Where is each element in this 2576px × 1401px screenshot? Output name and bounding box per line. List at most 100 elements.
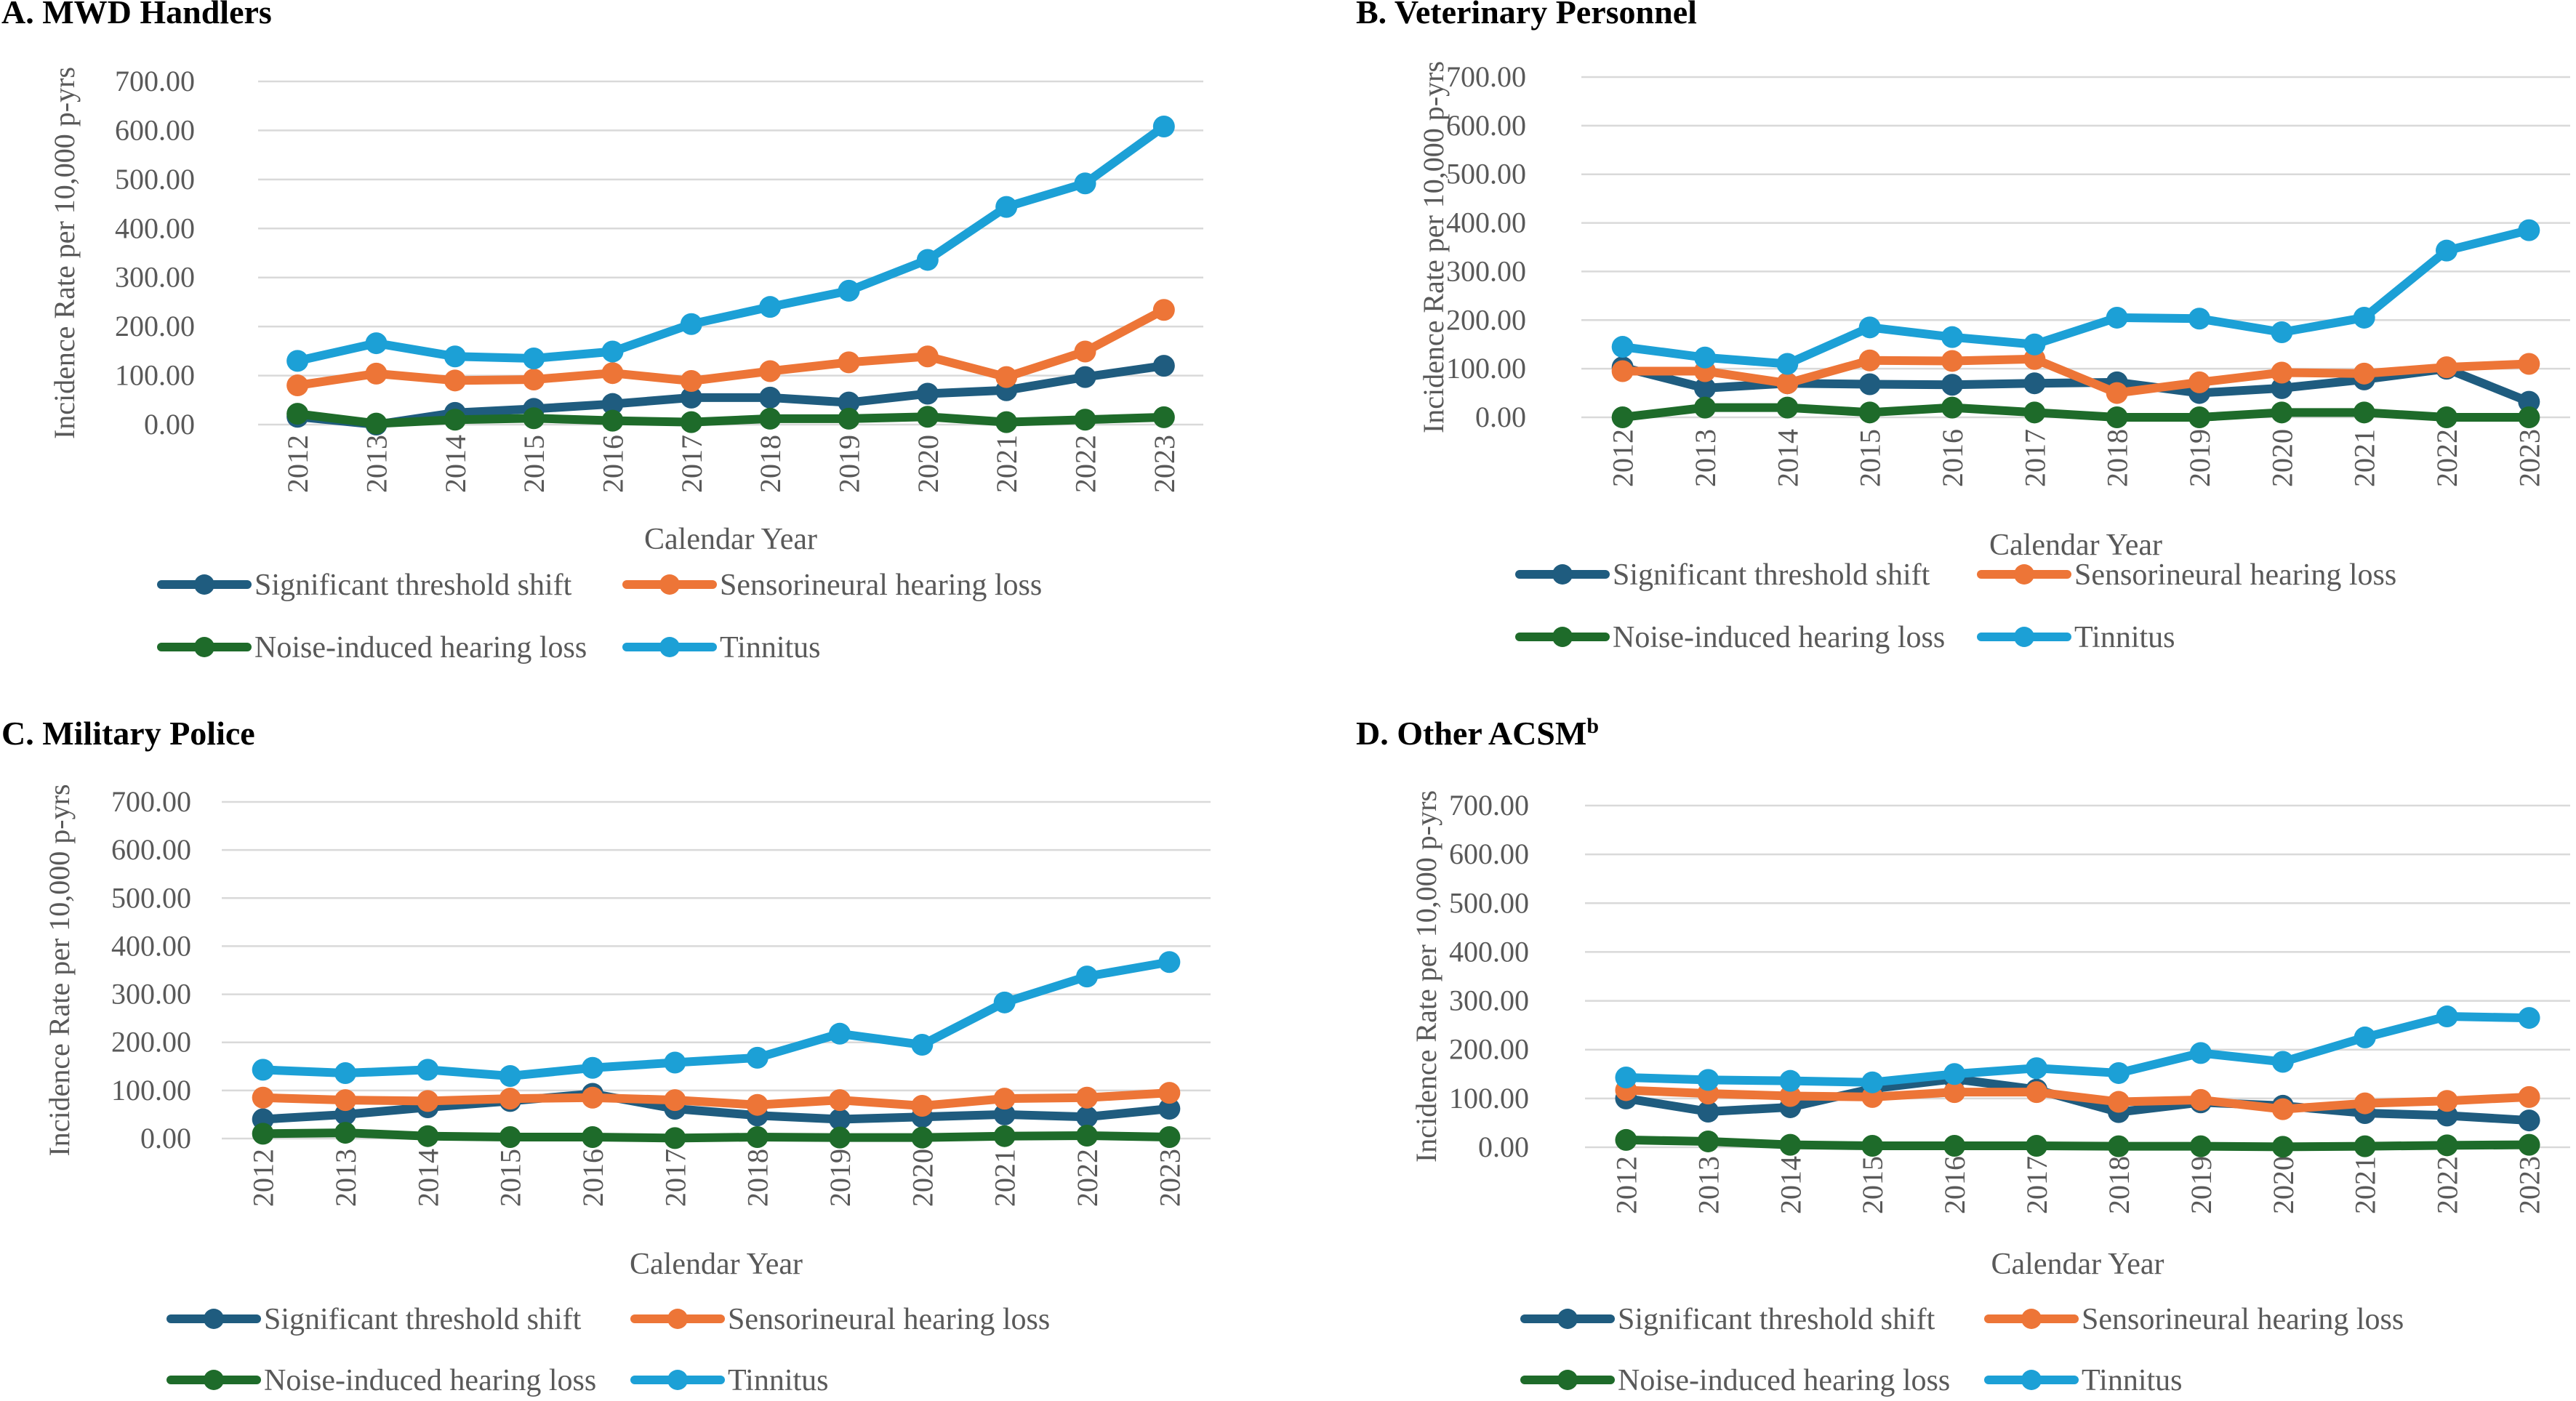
data-point — [601, 393, 624, 415]
legend-swatch-marker — [1552, 564, 1573, 585]
series-tinnitus — [286, 116, 1175, 372]
data-point — [2436, 406, 2457, 428]
data-point — [1158, 1097, 1181, 1120]
legend-label: Tinnitus — [2082, 1364, 2183, 1397]
data-point — [601, 409, 624, 432]
legend-item-sensorineural-hearing-loss: Sensorineural hearing loss — [1984, 1303, 2404, 1336]
data-point — [444, 409, 466, 431]
y-tick-label: 500.00 — [111, 881, 191, 914]
data-point — [995, 196, 1018, 218]
data-point — [2353, 362, 2375, 385]
legend-swatch-marker — [1557, 1309, 1578, 1329]
x-tick-label: 2018 — [742, 1149, 774, 1207]
data-point — [2436, 356, 2457, 379]
data-point — [759, 360, 782, 382]
data-point — [1941, 396, 1963, 419]
x-tick-label: 2018 — [2103, 1156, 2135, 1214]
data-point — [523, 347, 545, 369]
data-point — [1776, 396, 1799, 419]
legend-label: Significant threshold shift — [1613, 558, 1930, 592]
series-noise-induced-hearing-loss — [1615, 1128, 2540, 1158]
y-tick-label: 200.00 — [1449, 1033, 1529, 1066]
legend-item-sensorineural-hearing-loss: Sensorineural hearing loss — [622, 569, 1042, 602]
y-tick-label: 100.00 — [115, 359, 195, 392]
legend: Significant threshold shift Sensorineural… — [166, 1303, 1050, 1397]
x-tick-label: 2016 — [577, 1149, 609, 1207]
series-tinnitus — [1615, 1005, 2540, 1093]
series-line — [293, 361, 1168, 429]
data-point — [523, 407, 545, 430]
data-point — [2107, 1135, 2130, 1157]
x-axis-label: Calendar Year — [1991, 1248, 2164, 1281]
series-line — [1618, 354, 2534, 398]
x-axis-label: Calendar Year — [1989, 529, 2162, 562]
x-tick-label: 2021 — [2349, 1156, 2382, 1214]
data-point — [1697, 1100, 1720, 1123]
data-point — [664, 1051, 686, 1074]
data-point — [1158, 1082, 1181, 1104]
legend-label: Significant threshold shift — [254, 569, 572, 602]
legend-item-noise-induced-hearing-loss: Noise-induced hearing loss — [157, 631, 587, 665]
x-tick-label: 2015 — [1856, 1156, 1889, 1214]
data-point — [1776, 353, 1799, 375]
data-point — [2189, 1042, 2212, 1064]
data-point — [746, 1093, 769, 1116]
x-tick-label: 2012 — [281, 435, 314, 493]
y-tick-label: 400.00 — [1449, 935, 1529, 968]
series-line — [1621, 1085, 2534, 1114]
data-point — [2436, 1090, 2458, 1112]
data-point — [2023, 333, 2046, 356]
data-point — [444, 369, 466, 392]
legend-item-sensorineural-hearing-loss: Sensorineural hearing loss — [630, 1303, 1050, 1336]
series-line — [293, 305, 1168, 390]
data-point — [2518, 390, 2540, 413]
data-point — [680, 386, 702, 409]
data-point — [252, 1059, 274, 1081]
x-tick-label: 2020 — [2267, 1156, 2300, 1214]
x-tick-label: 2014 — [1774, 1156, 1807, 1214]
legend: Significant threshold shift Sensorineural… — [1515, 558, 2396, 654]
legend-item-significant-threshold-shift: Significant threshold shift — [166, 1303, 582, 1336]
data-point — [2188, 406, 2210, 428]
series-line — [258, 1088, 1174, 1111]
data-point — [993, 991, 1016, 1013]
x-tick-label: 2023 — [2513, 429, 2545, 487]
data-point — [2271, 1051, 2294, 1073]
y-tick-label: 600.00 — [115, 113, 195, 146]
data-point — [582, 1086, 603, 1109]
data-point — [1694, 396, 1716, 419]
legend-label: Noise-induced hearing loss — [254, 631, 587, 665]
chart-title: A. MWD Handlers — [1, 0, 272, 31]
data-point — [2026, 1134, 2048, 1157]
data-point — [2023, 401, 2046, 424]
data-point — [911, 1126, 934, 1149]
x-tick-label: 2019 — [2185, 1156, 2218, 1214]
x-tick-label: 2013 — [1689, 429, 1722, 487]
data-point — [2188, 308, 2210, 330]
y-axis-label: Incidence Rate per 10,000 p-yrs — [48, 67, 81, 439]
data-point — [2518, 1133, 2540, 1156]
data-point — [2271, 377, 2293, 399]
data-point — [1941, 374, 1963, 396]
data-point — [1615, 1128, 1637, 1151]
x-tick-label: 2017 — [2021, 1156, 2053, 1214]
data-point — [2023, 372, 2046, 395]
x-axis-label: Calendar Year — [644, 523, 817, 556]
x-tick-label: 2012 — [247, 1149, 280, 1207]
x-tick-label: 2023 — [1153, 1149, 1186, 1207]
legend-label: Noise-induced hearing loss — [1618, 1364, 1950, 1397]
x-tick-label: 2017 — [659, 1149, 691, 1207]
data-point — [2354, 1135, 2376, 1157]
chart-title: D. Other ACSMb — [1356, 714, 1599, 752]
y-tick-label: 500.00 — [1449, 886, 1529, 919]
legend-item-tinnitus: Tinnitus — [1977, 621, 2175, 654]
data-point — [417, 1125, 439, 1147]
data-point — [1941, 350, 1963, 372]
legend-item-noise-induced-hearing-loss: Noise-induced hearing loss — [1515, 621, 1945, 654]
data-point — [664, 1089, 686, 1112]
data-point — [2106, 406, 2128, 428]
y-tick-label: 300.00 — [115, 261, 195, 294]
y-tick-label: 700.00 — [111, 785, 191, 818]
data-point — [2518, 406, 2540, 428]
data-point — [2107, 1061, 2130, 1084]
